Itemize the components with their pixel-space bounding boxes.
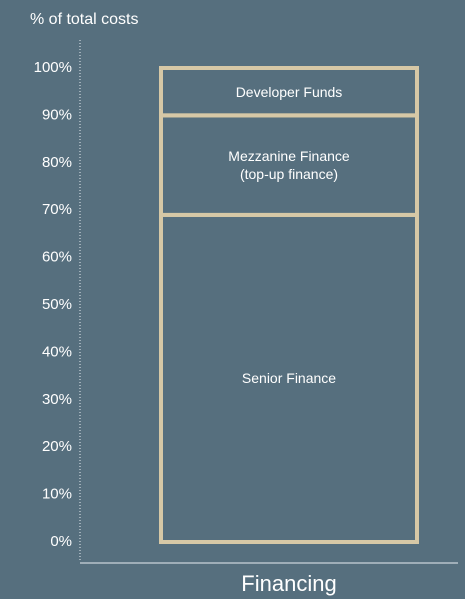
y-tick-label: 90% — [42, 106, 72, 123]
y-tick-label: 60% — [42, 249, 72, 266]
y-tick-label: 40% — [42, 343, 72, 360]
y-tick-label: 100% — [34, 59, 72, 76]
y-tick-label: 20% — [42, 438, 72, 455]
y-axis-label: % of total costs — [30, 11, 139, 28]
y-tick-label: 30% — [42, 391, 72, 408]
bar-segment — [159, 66, 419, 118]
y-tick-label: 80% — [42, 154, 72, 171]
y-tick-label: 10% — [42, 486, 72, 503]
segment-label: Mezzanine Finance (top-up finance) — [228, 148, 350, 183]
y-tick-label: 70% — [42, 201, 72, 218]
x-tick-label: Financing — [241, 571, 336, 596]
segment-label: Developer Funds — [235, 83, 343, 100]
y-tick-label: 0% — [50, 533, 72, 550]
segment-label: Senior Finance — [241, 370, 337, 387]
y-tick-label: 50% — [42, 296, 72, 313]
